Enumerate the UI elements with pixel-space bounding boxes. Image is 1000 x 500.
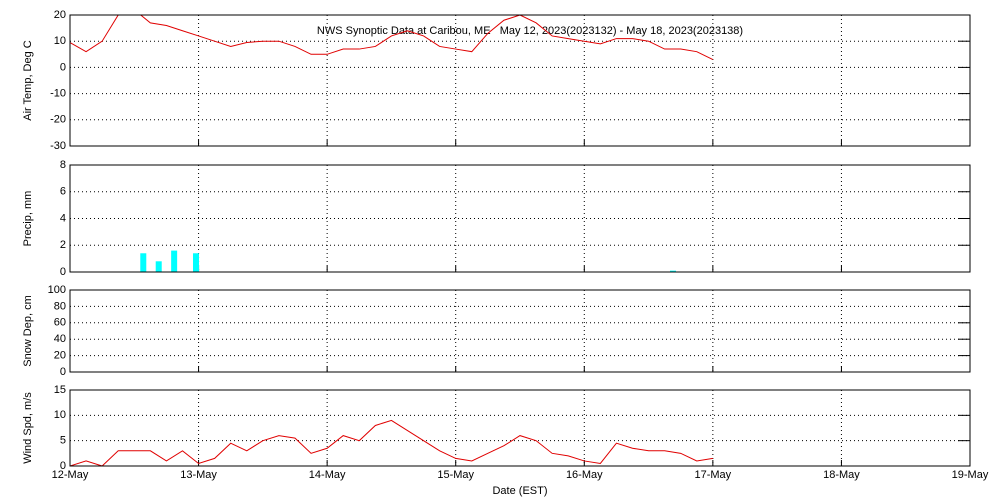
data-line bbox=[70, 15, 714, 60]
y-axis-label: Precip, mm bbox=[22, 191, 34, 247]
y-tick-label: 0 bbox=[60, 266, 66, 278]
y-tick-label: 100 bbox=[48, 284, 66, 296]
y-tick-label: 20 bbox=[54, 9, 66, 21]
y-tick-label: 8 bbox=[60, 159, 66, 171]
y-tick-label: 40 bbox=[54, 333, 66, 345]
plot-frame bbox=[69, 14, 971, 147]
chart-title: NWS Synoptic Data at Caribou, ME May 12,… bbox=[317, 25, 743, 37]
y-tick-label: 10 bbox=[54, 409, 66, 421]
bar bbox=[171, 250, 178, 272]
y-tick-label: 5 bbox=[60, 435, 66, 447]
y-tick-label: 0 bbox=[60, 366, 66, 378]
plot-frame bbox=[69, 164, 971, 273]
y-axis-label: Wind Spd, m/s bbox=[22, 392, 34, 464]
x-tick-label: 12-May bbox=[52, 469, 89, 481]
y-axis-label: Air Temp, Deg C bbox=[22, 40, 34, 121]
x-tick-label: 18-May bbox=[823, 469, 860, 481]
y-tick-label: 0 bbox=[60, 460, 66, 472]
data-line bbox=[70, 419, 713, 466]
plot-frame bbox=[69, 389, 971, 467]
bar bbox=[155, 261, 162, 272]
x-tick-label: 19-May bbox=[952, 469, 989, 481]
bar bbox=[193, 253, 199, 272]
x-axis-label: Date (EST) bbox=[492, 485, 547, 497]
x-tick-label: 15-May bbox=[437, 469, 474, 481]
y-tick-label: 4 bbox=[60, 212, 66, 224]
y-axis-label: Snow Dep, cm bbox=[22, 295, 34, 367]
bar bbox=[140, 253, 147, 272]
y-tick-label: 10 bbox=[54, 35, 66, 47]
plot-frame bbox=[69, 289, 971, 373]
y-tick-label: -10 bbox=[50, 88, 66, 100]
y-tick-label: 2 bbox=[60, 239, 66, 251]
x-tick-label: 14-May bbox=[309, 469, 346, 481]
y-tick-label: -20 bbox=[50, 114, 66, 126]
y-tick-label: 80 bbox=[54, 300, 66, 312]
y-tick-label: -30 bbox=[50, 140, 66, 152]
bar bbox=[670, 270, 676, 272]
y-tick-label: 20 bbox=[54, 350, 66, 362]
x-tick-label: 16-May bbox=[566, 469, 603, 481]
x-tick-label: 13-May bbox=[180, 469, 217, 481]
y-tick-label: 60 bbox=[54, 317, 66, 329]
y-tick-label: 6 bbox=[60, 186, 66, 198]
y-tick-label: 0 bbox=[60, 61, 66, 73]
x-tick-label: 17-May bbox=[695, 469, 732, 481]
y-tick-label: 15 bbox=[54, 384, 66, 396]
